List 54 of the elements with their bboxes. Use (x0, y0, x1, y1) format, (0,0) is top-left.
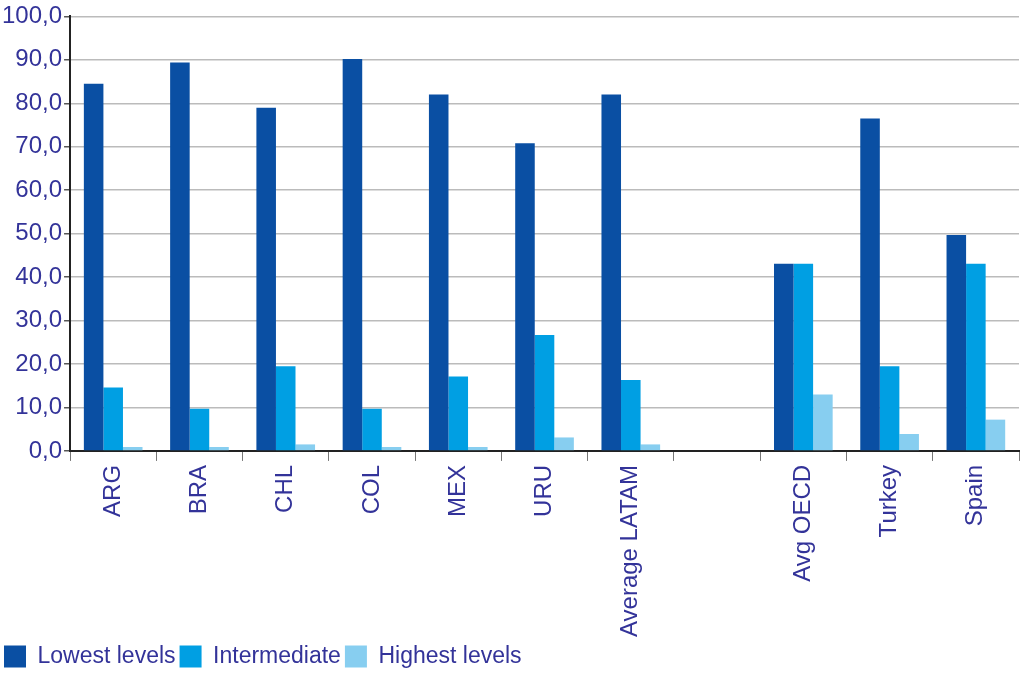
bar (966, 263, 986, 451)
bar (189, 408, 210, 451)
bar (515, 143, 535, 451)
x-tick-label: URU (529, 464, 557, 517)
bar (428, 94, 449, 451)
bar (209, 447, 229, 451)
bar (946, 234, 967, 451)
bar (640, 444, 661, 451)
bar (342, 58, 363, 451)
bar (879, 366, 900, 451)
x-tick-label: MEX (442, 464, 470, 517)
legend-label: Intermediate (213, 641, 341, 668)
bar (985, 419, 1006, 451)
bar (448, 376, 469, 451)
bar (813, 394, 833, 451)
x-tick-label: CHL (270, 464, 298, 513)
x-tick-label: COL (356, 464, 384, 515)
bar (275, 366, 296, 451)
y-tick-label: 70,0 (15, 131, 63, 159)
y-tick-label: 50,0 (15, 218, 63, 246)
bar (534, 334, 555, 451)
bar (899, 433, 919, 451)
x-tick-label: Avg OECD (787, 464, 815, 582)
bar (295, 444, 316, 451)
bar (103, 387, 123, 451)
y-tick-label: 60,0 (15, 174, 63, 202)
y-tick-label: 0,0 (28, 435, 63, 463)
bar (468, 447, 488, 451)
bar (621, 380, 641, 451)
x-tick-label: BRA (184, 464, 212, 515)
legend-label: Lowest levels (37, 641, 176, 668)
y-tick-label: 30,0 (15, 305, 63, 333)
x-tick-label: ARG (97, 464, 125, 517)
bar (83, 83, 104, 451)
bar (774, 263, 794, 451)
y-tick-label: 100,0 (2, 1, 63, 29)
y-tick-label: 80,0 (15, 87, 63, 115)
bar (170, 62, 190, 451)
bar (601, 94, 622, 451)
bar (381, 447, 402, 451)
bar (256, 107, 276, 451)
y-tick-label: 20,0 (15, 348, 63, 376)
y-tick-label: 10,0 (15, 392, 63, 420)
bar (122, 447, 143, 451)
bar (362, 408, 382, 451)
x-tick-label: Spain (960, 464, 988, 527)
y-tick-label: 40,0 (15, 261, 63, 289)
bar (860, 118, 880, 451)
bar (793, 263, 814, 451)
legend-label: Highest levels (378, 641, 522, 668)
y-tick-label: 90,0 (15, 44, 63, 72)
bar (554, 437, 574, 451)
x-tick-label: Turkey (874, 464, 902, 538)
x-tick-label: Average LATAM (615, 464, 643, 637)
